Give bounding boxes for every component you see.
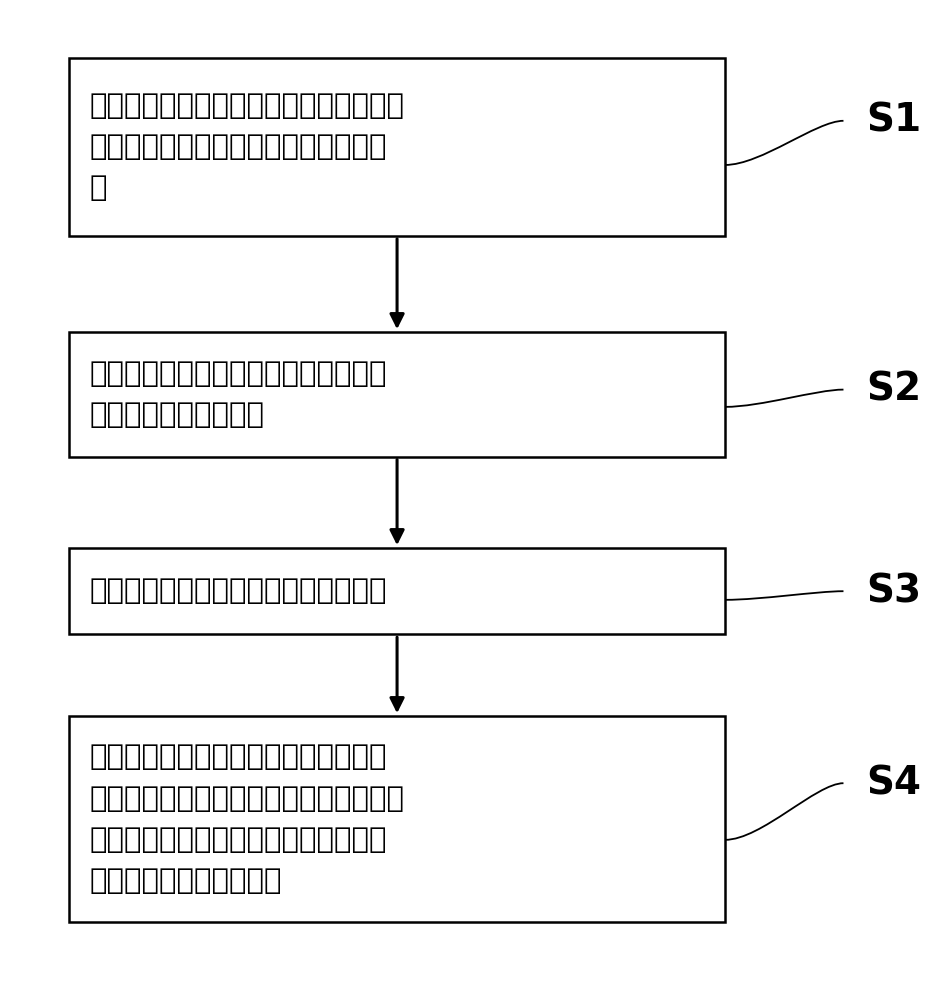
Text: 检测盾构管片的轴线偏移方向及偏移量；
确定需要纠偏的每环盾构管片的初始位
置: 检测盾构管片的轴线偏移方向及偏移量； 确定需要纠偏的每环盾构管片的初始位 置 xyxy=(89,92,404,202)
Bar xyxy=(69,716,725,922)
Bar xyxy=(69,548,725,634)
Text: S2: S2 xyxy=(866,371,921,409)
Text: 在轴线偏移方向的一侧施工多排旋噴桩: 在轴线偏移方向的一侧施工多排旋噴桩 xyxy=(89,577,386,605)
Text: 在旋噴桩施工时，监测每环盾构管片在
水平方向的位移量以及轨道的几何尺寸，
以在旋噴桩施工过程中将轨道的几何尺
寸控制在预设范围之内。: 在旋噴桩施工时，监测每环盾构管片在 水平方向的位移量以及轨道的几何尺寸， 以在旋… xyxy=(89,743,404,895)
Text: S3: S3 xyxy=(866,572,921,610)
Text: S4: S4 xyxy=(866,764,921,802)
Bar xyxy=(69,58,725,236)
Text: S1: S1 xyxy=(866,102,921,140)
Bar xyxy=(69,332,725,457)
Text: 在轴线偏移方向的相对一侧的地层中设
置至少一排应力释放孔: 在轴线偏移方向的相对一侧的地层中设 置至少一排应力释放孔 xyxy=(89,360,386,429)
